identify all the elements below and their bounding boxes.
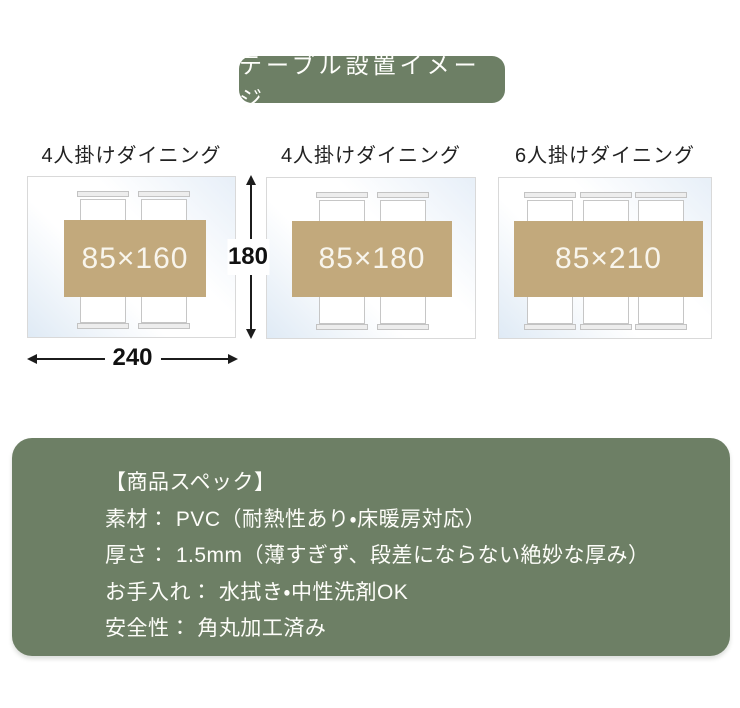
spec-heading: 【商品スペック】 [105, 471, 276, 494]
diagram-2-title: 4人掛けダイニング [280, 145, 462, 167]
product-spec-panel: 【商品スペック】 素材： PVC（耐熱性あり・床暖房対応） 厚さ： 1.5mm（… [12, 438, 730, 656]
table-size-label: 85×210 [555, 242, 662, 275]
mat-width-value: 240 [104, 343, 161, 372]
table-size-1: 85×160 [64, 220, 206, 297]
section-title: テーブル設置イメージ [239, 51, 481, 112]
table-size-label: 85×160 [81, 241, 189, 275]
diagram-3-title: 6人掛けダイニング [514, 145, 696, 167]
spec-line-material: 素材： PVC（耐熱性あり・床暖房対応） [105, 507, 487, 531]
spec-line-care: お手入れ： 水拭き・中性洗剤OK [105, 580, 409, 604]
height-dimension-arrow: 180 [226, 175, 270, 339]
table-size-2: 85×180 [292, 221, 452, 297]
mat-height-value: 180 [226, 239, 270, 275]
arrow-right-icon [228, 354, 238, 364]
floor-mat-diagram-1: 85×160 [27, 176, 236, 338]
table-size-3: 85×210 [514, 221, 703, 297]
table-size-label: 85×180 [318, 242, 426, 275]
floor-mat-diagram-2: 85×180 [266, 177, 476, 339]
spec-line-thickness: 厚さ： 1.5mm（薄すぎず、段差にならない絶妙な厚み） [105, 544, 650, 567]
floor-mat-diagram-3: 85×210 [498, 177, 712, 339]
arrow-down-icon [246, 329, 256, 339]
spec-line-safety: 安全性： 角丸加工済み [105, 617, 327, 640]
diagram-1-title: 4人掛けダイニング [41, 145, 222, 167]
arrow-up-icon [246, 175, 256, 185]
arrow-left-icon [27, 354, 37, 364]
width-dimension-arrow: 240 [27, 343, 238, 372]
section-title-badge: テーブル設置イメージ [239, 52, 505, 112]
